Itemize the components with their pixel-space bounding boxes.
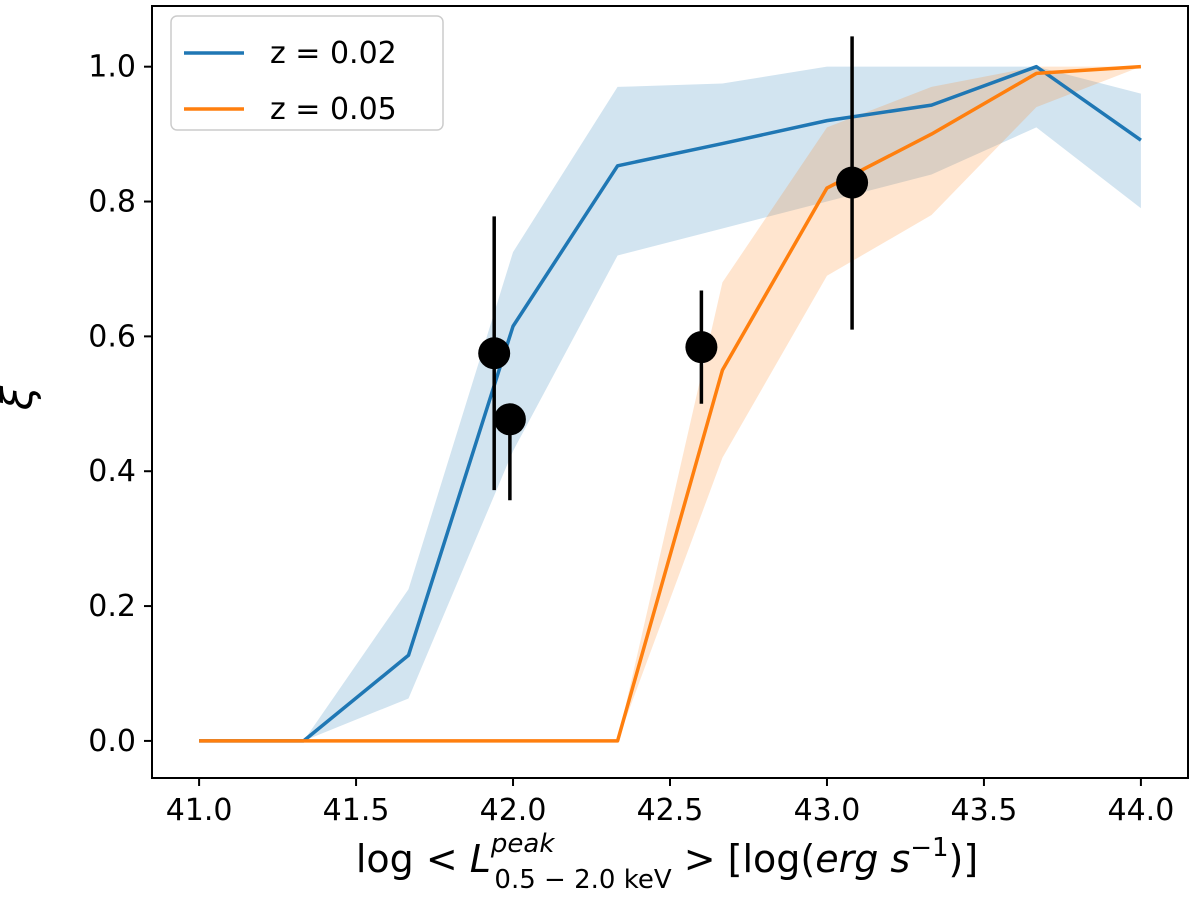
- x-tick-label: 41.5: [323, 793, 390, 828]
- confidence-bands: [199, 66, 1141, 741]
- y-axis-ticks: 0.0 0.2 0.4 0.6 0.8 1.0: [88, 50, 152, 759]
- legend-label: z = 0.02: [270, 36, 397, 71]
- x-tick-label: 43.0: [794, 793, 861, 828]
- line-series-0: [199, 64, 1142, 743]
- x-tick-label: 42.0: [480, 793, 547, 828]
- xlabel-subscript: 0.5 − 2.0 keV: [494, 865, 671, 895]
- legend-box: [170, 15, 444, 131]
- x-axis-label: log < Lpeak 0.5 − 2.0 keV > [log(erg s−1)…: [356, 829, 978, 895]
- xlabel-prefix: log <: [356, 837, 470, 881]
- x-tick-label: 42.5: [637, 793, 704, 828]
- y-tick-label: 1.0: [88, 50, 136, 85]
- data-point: [493, 403, 526, 436]
- data-point: [836, 166, 869, 199]
- xlabel-unit-exponent: −1: [910, 833, 948, 863]
- y-tick-label: 0.8: [88, 185, 136, 220]
- legend: z = 0.02 z = 0.05: [170, 15, 444, 131]
- y-tick-label: 0.4: [88, 454, 136, 489]
- data-point: [685, 331, 718, 364]
- x-tick-label: 41.0: [166, 793, 233, 828]
- x-tick-label: 43.5: [951, 793, 1018, 828]
- series-lines: [199, 64, 1142, 743]
- y-axis-label: ξ: [0, 385, 43, 411]
- line-series-1: [199, 64, 1142, 743]
- xlabel-symbol: L: [470, 837, 491, 881]
- xlabel-superscript: peak: [490, 829, 555, 859]
- xlabel-suffix: > [log(: [672, 837, 816, 881]
- x-axis-ticks: 41.0 41.5 42.0 42.5 43.0 43.5 44.0: [166, 778, 1175, 828]
- x-tick-label: 44.0: [1108, 793, 1175, 828]
- data-points: [478, 36, 869, 501]
- y-tick-label: 0.2: [88, 589, 136, 624]
- data-point: [478, 337, 511, 370]
- legend-label: z = 0.05: [270, 92, 397, 127]
- band-series-0: [199, 66, 1141, 741]
- y-tick-label: 0.6: [88, 319, 136, 354]
- xlabel-close: )]: [949, 837, 979, 881]
- y-tick-label: 0.0: [88, 724, 136, 759]
- xlabel-unit: erg s: [815, 837, 910, 881]
